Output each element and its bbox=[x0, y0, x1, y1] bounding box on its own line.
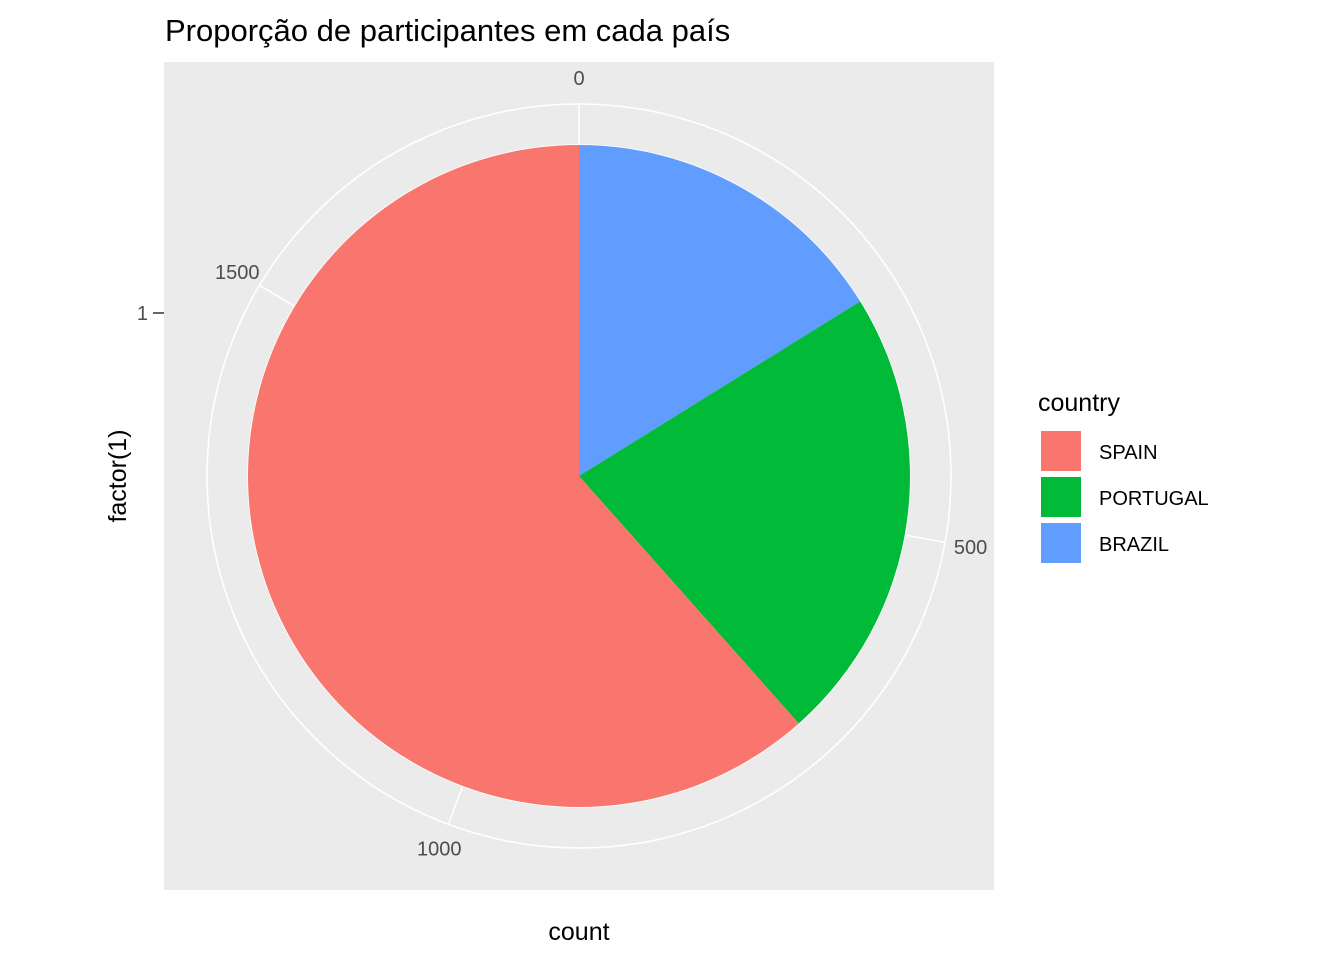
theta-tick-label: 500 bbox=[954, 537, 987, 559]
theta-tick-label: 1500 bbox=[215, 262, 260, 284]
chart-title: Proporção de participantes em cada país bbox=[165, 13, 730, 48]
y-axis-title: factor(1) bbox=[104, 429, 132, 522]
legend-title: country bbox=[1038, 389, 1120, 417]
legend-key-brazil bbox=[1039, 521, 1083, 565]
legend: country SPAIN PORTUGAL BRAZIL bbox=[1038, 389, 1209, 565]
theta-tick-label: 0 bbox=[573, 68, 584, 90]
legend-key-spain bbox=[1039, 429, 1083, 473]
y-axis: 1 bbox=[137, 303, 164, 325]
theta-tick-label: 1000 bbox=[417, 839, 462, 861]
legend-label-spain: SPAIN bbox=[1099, 442, 1158, 464]
theta-tick-labels: 0 500 1000 1500 bbox=[215, 68, 987, 861]
legend-items: SPAIN PORTUGAL BRAZIL bbox=[1039, 429, 1209, 565]
pie-slice-spain bbox=[247, 145, 799, 808]
y-tick-label: 1 bbox=[137, 303, 148, 325]
legend-label-portugal: PORTUGAL bbox=[1099, 488, 1209, 510]
legend-key-portugal bbox=[1039, 475, 1083, 519]
legend-label-brazil: BRAZIL bbox=[1099, 534, 1169, 556]
pie-slices bbox=[247, 145, 910, 808]
pie-slice-brazil bbox=[579, 145, 861, 476]
x-axis-title: count bbox=[548, 918, 609, 946]
pie-slice-portugal bbox=[579, 301, 910, 724]
